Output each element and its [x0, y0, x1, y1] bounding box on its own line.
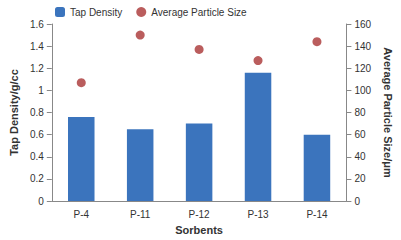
svg-text:60: 60 — [354, 129, 366, 140]
svg-text:140: 140 — [354, 41, 371, 52]
svg-text:Average Particle Size: Average Particle Size — [151, 7, 247, 18]
svg-text:100: 100 — [354, 85, 371, 96]
svg-text:0: 0 — [354, 196, 360, 207]
svg-text:1.2: 1.2 — [30, 63, 44, 74]
svg-text:P-14: P-14 — [306, 209, 328, 220]
svg-text:P-13: P-13 — [247, 209, 269, 220]
svg-text:P-11: P-11 — [130, 209, 151, 220]
svg-text:P-12: P-12 — [189, 209, 211, 220]
svg-text:1.4: 1.4 — [30, 41, 44, 52]
svg-text:0: 0 — [38, 196, 44, 207]
svg-text:0.2: 0.2 — [30, 173, 44, 184]
svg-text:40: 40 — [354, 151, 366, 162]
svg-text:Sorbents: Sorbents — [175, 224, 223, 236]
svg-text:1.6: 1.6 — [30, 19, 44, 30]
svg-text:0.6: 0.6 — [30, 129, 44, 140]
svg-text:0.4: 0.4 — [30, 151, 44, 162]
svg-text:0.8: 0.8 — [30, 107, 44, 118]
svg-text:1: 1 — [38, 85, 44, 96]
svg-text:20: 20 — [354, 173, 366, 184]
svg-text:Average Particle Size/μm: Average Particle Size/μm — [382, 47, 394, 178]
svg-text:Tap Density/g/cc: Tap Density/g/cc — [8, 69, 20, 156]
svg-text:80: 80 — [354, 107, 366, 118]
svg-text:Tap Density: Tap Density — [70, 7, 122, 18]
svg-text:160: 160 — [354, 19, 371, 30]
svg-text:120: 120 — [354, 63, 371, 74]
svg-text:P-4: P-4 — [73, 209, 89, 220]
